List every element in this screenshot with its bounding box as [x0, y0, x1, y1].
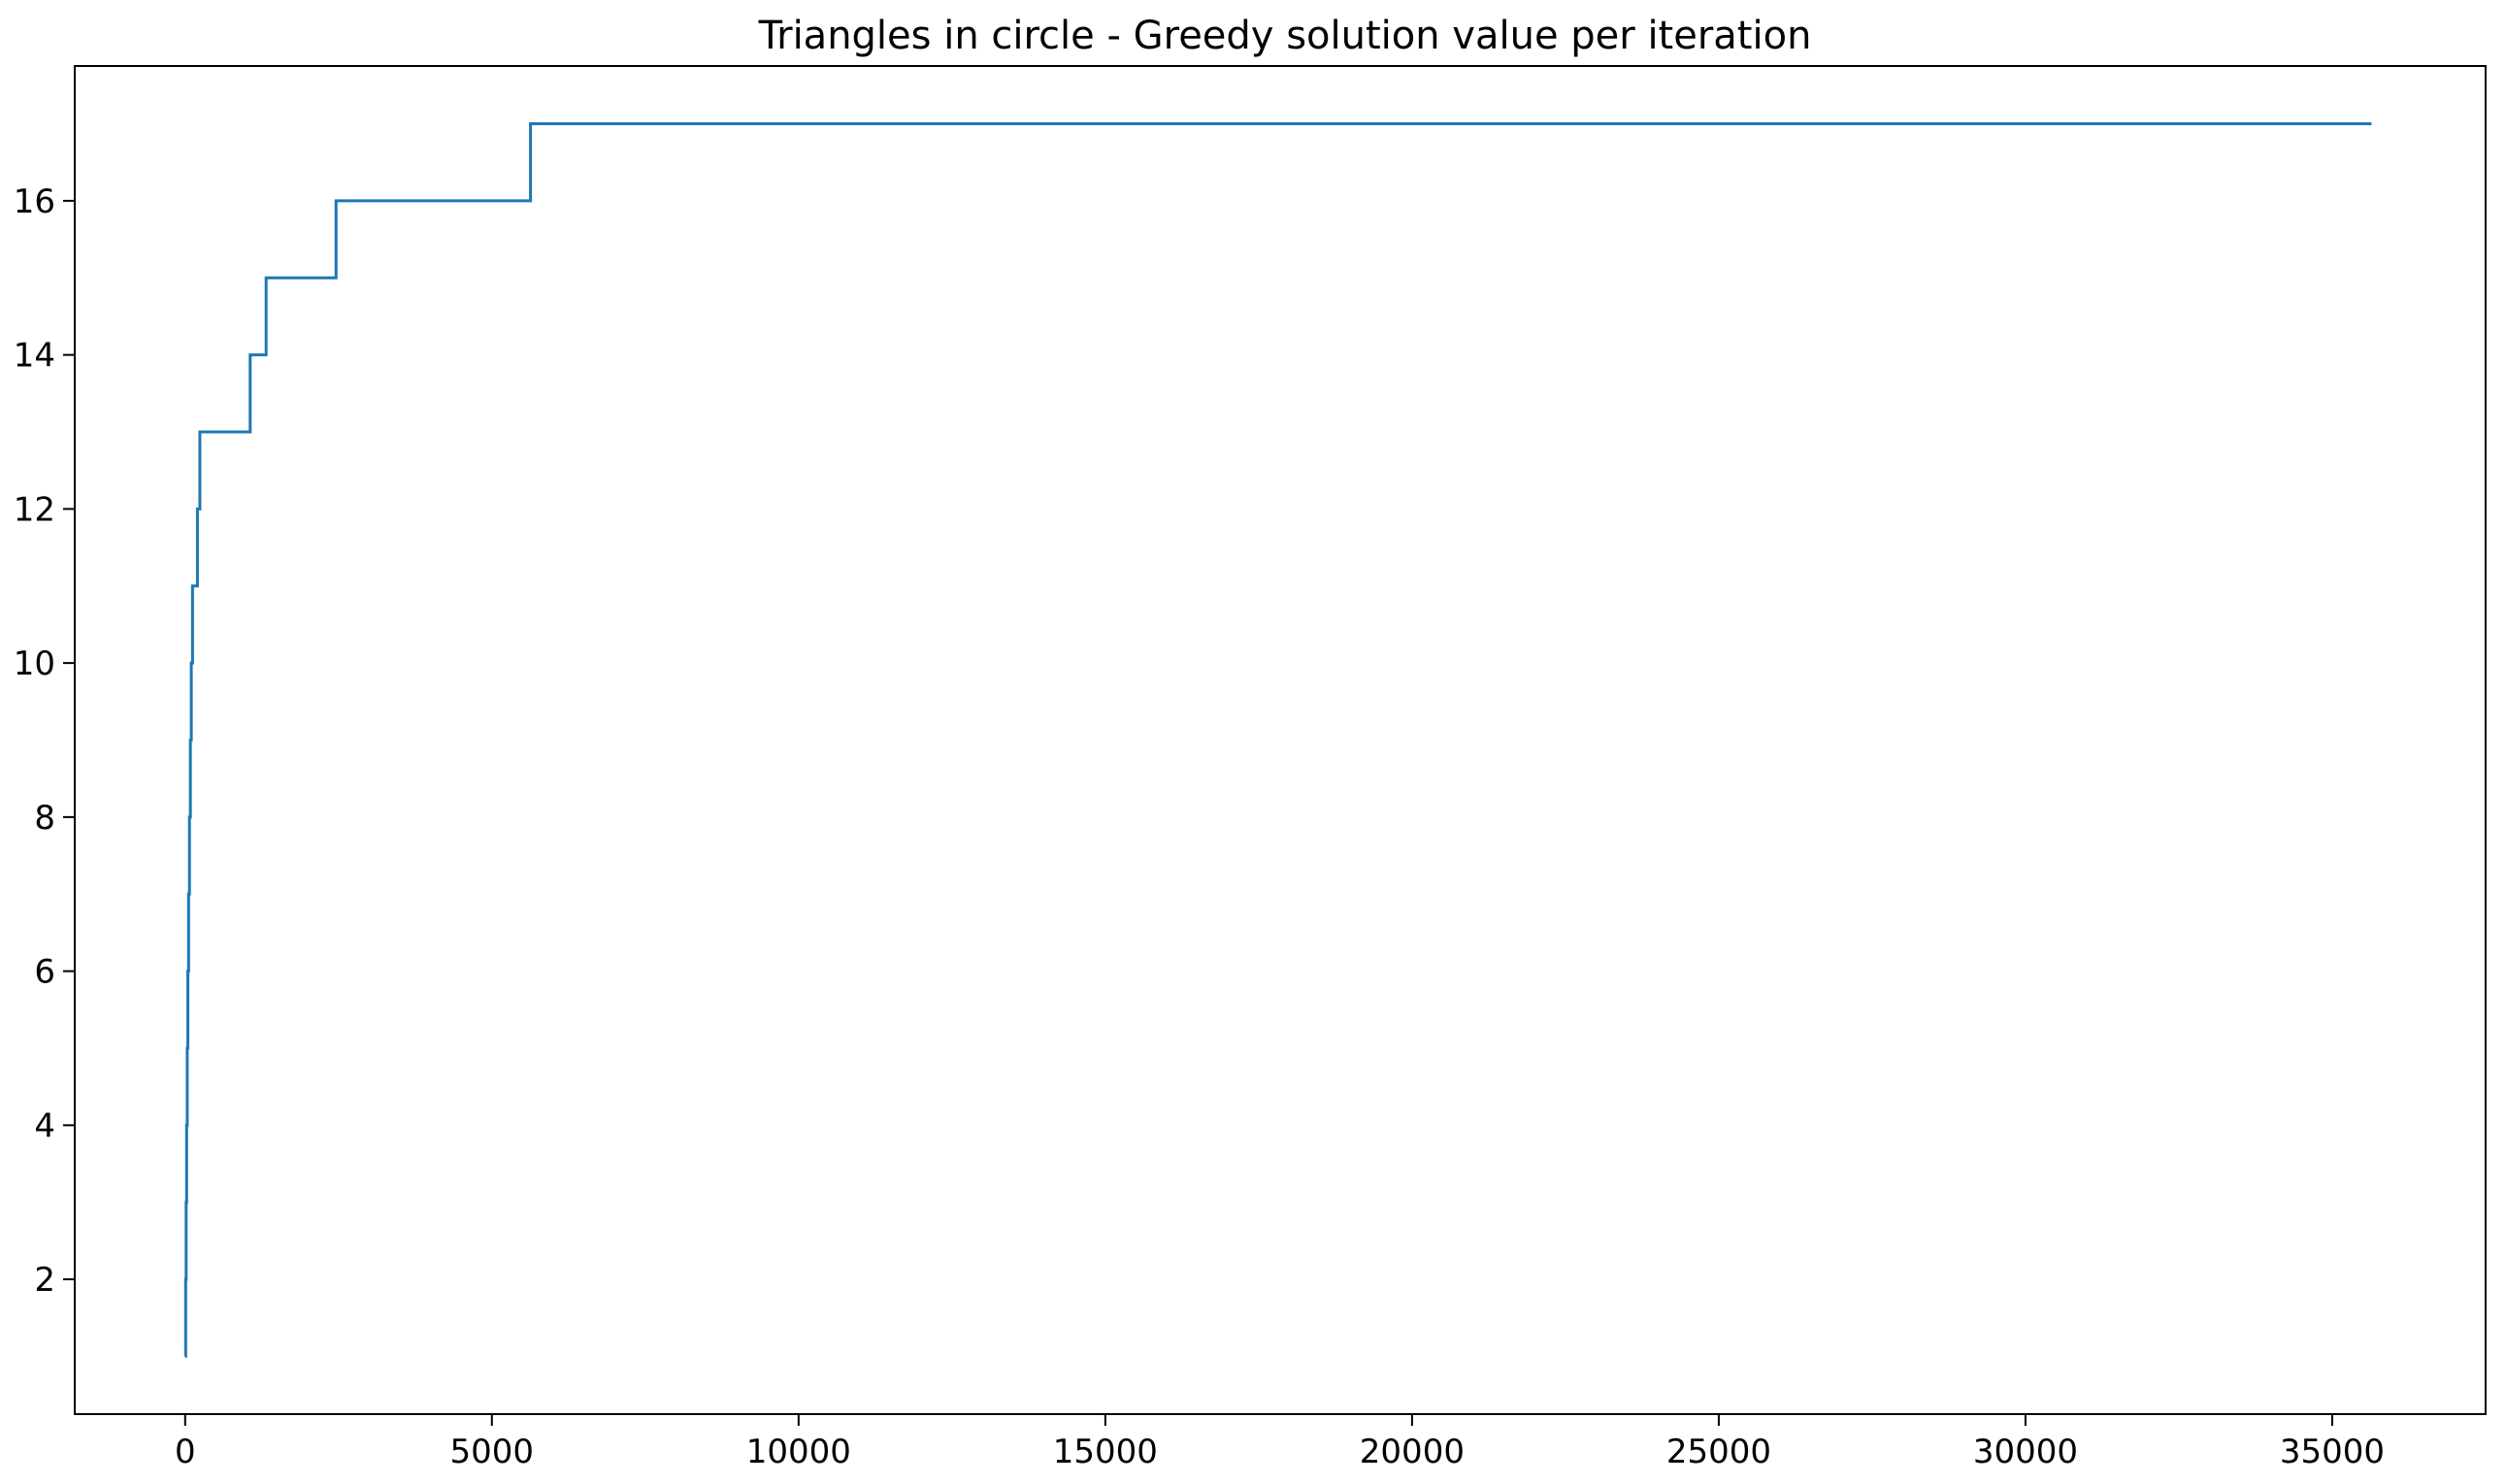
y-tick-label: 16: [14, 182, 55, 221]
y-axis: 2 4 6 8 10 12 14 16: [14, 182, 75, 1300]
plot-area: [183, 122, 2372, 1358]
y-tick-label: 12: [14, 490, 55, 529]
axes-frame: [74, 65, 2487, 1415]
y-tick-label: 2: [34, 1261, 55, 1300]
x-tick-label: 30000: [1973, 1433, 2078, 1471]
y-tick-label: 14: [14, 337, 55, 376]
y-tick-label: 6: [34, 953, 55, 992]
x-tick-label: 5000: [450, 1433, 535, 1471]
x-tick-label: 35000: [2280, 1433, 2385, 1471]
x-tick-label: 20000: [1360, 1433, 1465, 1471]
chart-title: Triangles in circle - Greedy solution va…: [758, 14, 1812, 58]
y-tick-label: 8: [34, 799, 55, 838]
series-line-0: [183, 122, 2372, 1358]
y-tick-label: 10: [14, 644, 55, 683]
y-tick-label: 4: [34, 1106, 55, 1145]
x-tick-label: 25000: [1666, 1433, 1771, 1471]
x-tick-label: 15000: [1053, 1433, 1158, 1471]
x-tick-label: 0: [175, 1433, 196, 1471]
x-axis: 0 5000 10000 15000 20000 25000 30000 35000: [175, 1414, 2385, 1471]
x-tick-label: 10000: [746, 1433, 851, 1471]
